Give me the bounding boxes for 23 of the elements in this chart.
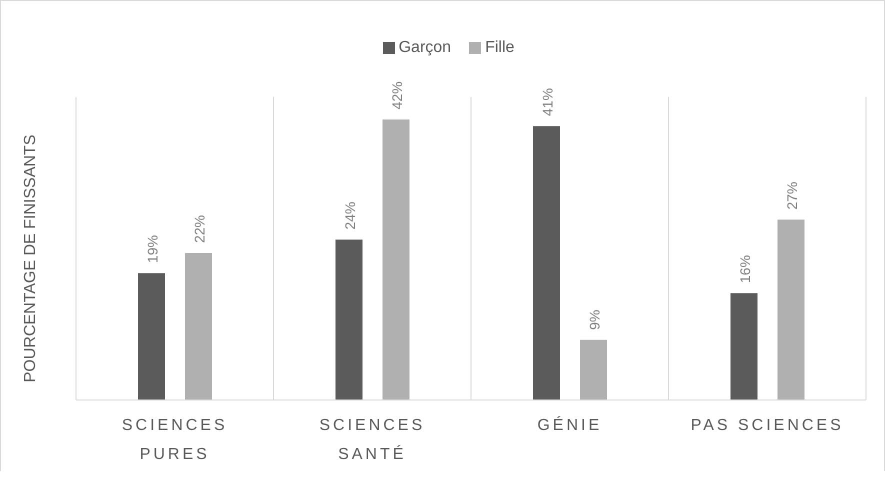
- legend-label: Fille: [484, 39, 514, 57]
- bar: [580, 340, 607, 400]
- data-label: 24%: [342, 202, 358, 230]
- bar: [382, 119, 410, 400]
- data-label: 41%: [540, 88, 556, 116]
- data-label: 22%: [192, 215, 208, 244]
- bar: [730, 293, 758, 400]
- x-tick-label: PAS SCIENCES: [690, 417, 844, 434]
- bar: [533, 126, 560, 400]
- x-tick-label: SCIENCES PURES: [122, 417, 228, 463]
- data-label: 27%: [784, 182, 800, 210]
- data-label: 16%: [737, 255, 753, 284]
- y-axis-title: POURCENTAGE DE FINISSANTS: [22, 134, 39, 382]
- bar: [138, 273, 165, 400]
- data-label: 42%: [389, 81, 405, 110]
- legend-label: Garçon: [398, 39, 452, 57]
- bar: [336, 240, 362, 400]
- x-tick-label: SCIENCES SANTÉ: [319, 417, 426, 463]
- x-tick-label: GÉNIE: [537, 416, 602, 434]
- bar: [778, 220, 804, 400]
- data-label: 9%: [586, 310, 602, 330]
- data-label: 19%: [144, 235, 160, 264]
- bar: [185, 253, 212, 400]
